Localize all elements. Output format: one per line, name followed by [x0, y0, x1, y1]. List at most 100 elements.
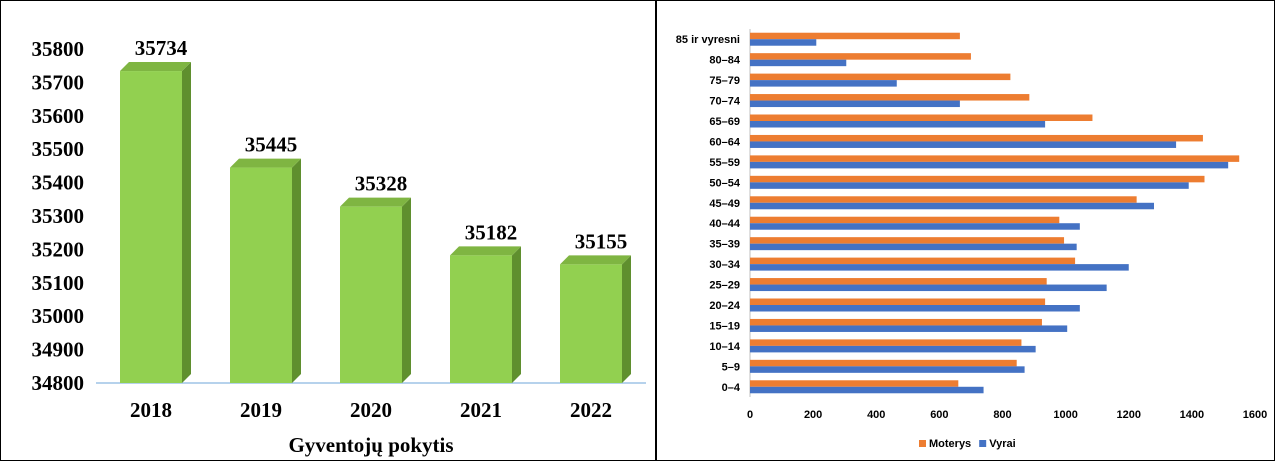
bar-vyrai [750, 264, 1129, 271]
bar-vyrai [750, 161, 1229, 169]
legend-label: Moterys [929, 438, 971, 450]
age-chart-panel: 0–4 5–9 10–14 15–19 20–24 25–29 30–34 35–39 40–4… [655, 0, 1275, 461]
bar-moterys [750, 359, 1017, 367]
bar-vyrai [750, 243, 1077, 251]
x-tick-label: 800 [993, 409, 1011, 421]
bar-top [230, 158, 301, 168]
bar-top [340, 197, 411, 207]
bar [340, 206, 402, 383]
y-tick-label: 85 ir vyresni [676, 34, 740, 46]
bar-moterys [750, 237, 1065, 244]
y-tick-label: 25–29 [709, 280, 740, 292]
y-tick-label: 35300 [32, 204, 85, 228]
y-tick-label: 40–44 [709, 218, 740, 230]
bar [230, 167, 292, 383]
y-tick-label: 10–14 [709, 341, 740, 353]
bar-vyrai [750, 80, 897, 87]
y-tick-label: 35400 [32, 171, 85, 195]
y-tick-label: 35600 [32, 104, 85, 128]
bar-vyrai [750, 202, 1154, 210]
bar-vyrai [750, 325, 1068, 332]
population-chart-panel: 34800 34900 35000 35100 35200 35300 35400 35500… [0, 0, 656, 461]
y-tick-label: 30–34 [709, 259, 740, 271]
bar-moterys [750, 318, 1042, 326]
x-tick-label: 600 [930, 409, 948, 421]
y-tick-label: 70–74 [709, 96, 740, 108]
y-tick-label: 35700 [32, 70, 85, 94]
y-tick-label: 60–64 [709, 136, 740, 148]
x-tick-label: 2019 [240, 398, 282, 422]
bar-moterys [750, 216, 1060, 224]
y-tick-label: 50–54 [709, 177, 740, 189]
bar-moterys [750, 175, 1205, 183]
bar-side [622, 255, 631, 383]
bar-vyrai [750, 366, 1025, 373]
bar [560, 264, 622, 383]
data-label: 35182 [465, 220, 518, 244]
y-tick-label: 15–19 [709, 320, 740, 332]
y-tick-label: 35000 [32, 304, 85, 328]
x-axis-title: Gyventojų pokytis [288, 433, 453, 457]
x-tick-label: 400 [867, 409, 885, 421]
bar-moterys [750, 380, 959, 387]
legend-swatch [979, 440, 987, 447]
data-label: 35734 [135, 36, 188, 60]
x-tick-label: 1400 [1180, 409, 1204, 421]
bar-moterys [750, 278, 1047, 285]
y-tick-label: 75–79 [709, 75, 740, 87]
y-tick-label: 45–49 [709, 198, 740, 210]
y-tick-label: 35–39 [709, 239, 740, 251]
bar-moterys [750, 114, 1093, 121]
y-tick-label: 34900 [32, 338, 85, 362]
bar-moterys [750, 339, 1022, 346]
x-tick-label: 1600 [1243, 409, 1267, 421]
legend-swatch [919, 440, 926, 447]
x-tick-label: 1200 [1117, 409, 1141, 421]
bar-side [512, 246, 521, 383]
bar-side [182, 62, 191, 383]
y-tick-label: 55–59 [709, 157, 740, 169]
y-tick-label: 35500 [32, 137, 85, 161]
bar-top [120, 62, 191, 72]
bar-vyrai [750, 182, 1189, 189]
bar-top [560, 255, 631, 265]
x-tick-label: 1000 [1053, 409, 1077, 421]
bar-vyrai [750, 305, 1080, 312]
bar-vyrai [750, 284, 1107, 292]
y-tick-label: 35100 [32, 271, 85, 295]
y-tick-label: 34800 [32, 371, 85, 395]
y-tick-label: 35800 [32, 37, 85, 61]
x-tick-label: 2020 [350, 398, 392, 422]
y-tick-label: 35200 [32, 237, 85, 261]
y-tick-label: 5–9 [722, 361, 740, 373]
bar-vyrai [750, 386, 984, 394]
bar-moterys [750, 73, 1011, 81]
bar-moterys [750, 257, 1076, 265]
x-tick-label: 200 [804, 409, 822, 421]
bar-moterys [750, 32, 960, 40]
bar-side [402, 197, 411, 383]
y-tick-label: 80–84 [709, 55, 740, 67]
bar-moterys [750, 196, 1137, 203]
data-label: 35155 [575, 229, 628, 253]
bar-moterys [750, 94, 1030, 101]
bar-moterys [750, 134, 1203, 142]
legend-label: Vyrai [989, 438, 1016, 450]
x-tick-label: 2018 [130, 398, 172, 422]
data-label: 35328 [355, 172, 408, 196]
bar-vyrai [750, 141, 1177, 148]
y-tick-label: 65–69 [709, 116, 740, 128]
bar [120, 71, 182, 383]
bar-vyrai [750, 223, 1080, 230]
bar-side [292, 158, 301, 383]
bar-vyrai [750, 345, 1036, 353]
y-tick-label: 0–4 [722, 382, 741, 394]
bar-vyrai [750, 59, 847, 67]
x-tick-label: 2022 [570, 398, 612, 422]
bar-moterys [750, 53, 971, 60]
bar-vyrai [750, 121, 1046, 128]
age-group-bar-chart: 0–4 5–9 10–14 15–19 20–24 25–29 30–34 35–39 40–4… [676, 29, 1267, 450]
bar-top [450, 246, 521, 256]
bar-vyrai [750, 39, 817, 46]
population-bar-chart: 34800 34900 35000 35100 35200 35300 35400 35500… [32, 36, 646, 457]
